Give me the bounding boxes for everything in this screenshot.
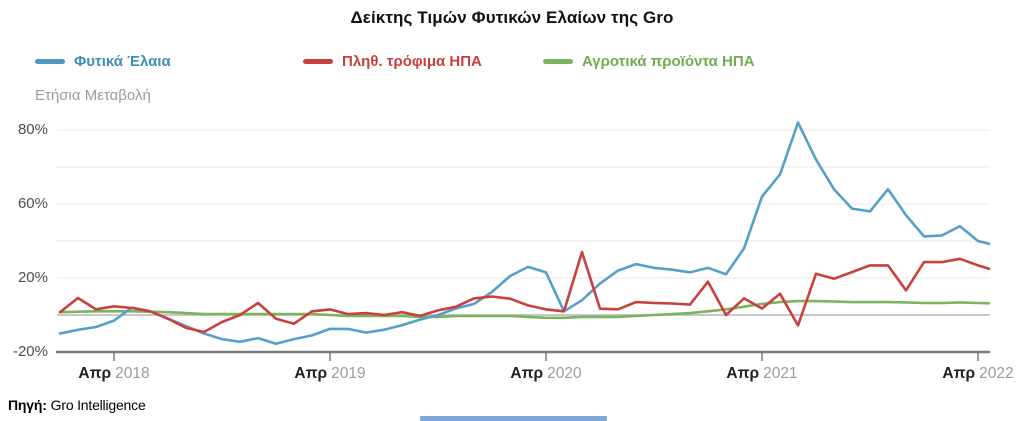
x-tick-label-2020: Απρ 2020 xyxy=(496,365,596,383)
legend-label-us-agricultural-products: Αγροτικά προϊόντα ΗΠΑ xyxy=(582,52,755,70)
series-line-0 xyxy=(58,121,991,346)
x-tick-label-2018: Απρ 2018 xyxy=(64,365,164,383)
legend-item-us-food-inflation[interactable]: Πληθ. τρόφιμα ΗΠΑ xyxy=(303,51,482,71)
y-tick-label-60: 60% xyxy=(17,195,48,212)
y-axis-title: Ετήσια Μεταβολή xyxy=(35,87,151,104)
legend-item-us-agricultural-products[interactable]: Αγροτικά προϊόντα ΗΠΑ xyxy=(543,51,755,71)
x-tick-year: 2019 xyxy=(331,365,366,382)
series-line-1 xyxy=(58,250,991,334)
y-tick-label-80: 80% xyxy=(17,121,48,138)
x-tick-month: Απρ xyxy=(510,365,544,382)
y-tick-label-20: 20% xyxy=(17,269,48,286)
source-label: Πηγή: xyxy=(8,397,47,413)
legend-swatch-us-agricultural-products xyxy=(543,58,573,64)
y-tick-label-minus20: -20% xyxy=(12,343,48,360)
legend-item-vegetable-oils[interactable]: Φυτικά Έλαια xyxy=(35,51,171,71)
source-note: Πηγή: Gro Intelligence xyxy=(8,397,146,413)
x-tick-label-2019: Απρ 2019 xyxy=(280,365,380,383)
x-tick-month: Απρ xyxy=(78,365,112,382)
legend-swatch-us-food-inflation xyxy=(303,58,333,64)
x-tick-month: Απρ xyxy=(294,365,328,382)
legend-label-vegetable-oils: Φυτικά Έλαια xyxy=(74,52,171,70)
x-tick-label-2022: Απρ 2022 xyxy=(928,365,1024,383)
series-line-2 xyxy=(58,299,991,320)
x-tick-month: Απρ xyxy=(726,365,760,382)
x-tick-year: 2020 xyxy=(547,365,582,382)
legend-swatch-vegetable-oils xyxy=(35,58,65,64)
legend-label-us-food-inflation: Πληθ. τρόφιμα ΗΠΑ xyxy=(342,52,482,70)
x-tick-label-2021: Απρ 2021 xyxy=(712,365,812,383)
chart-title: Δείκτης Τιμών Φυτικών Ελαίων της Gro xyxy=(350,8,674,27)
x-tick-year: 2022 xyxy=(979,365,1014,382)
legend: Φυτικά Έλαια Πληθ. τρόφιμα ΗΠΑ Αγροτικά … xyxy=(0,51,1024,71)
x-tick-month: Απρ xyxy=(942,365,976,382)
bottom-accent-bar xyxy=(420,416,607,421)
x-tick-year: 2018 xyxy=(115,365,150,382)
x-tick-year: 2021 xyxy=(763,365,798,382)
source-name: Gro Intelligence xyxy=(50,397,146,413)
